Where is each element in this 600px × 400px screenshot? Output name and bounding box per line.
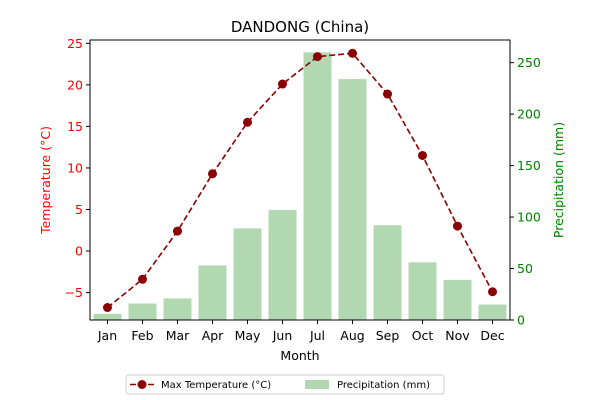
right-axis-label: Precipitation (mm) <box>551 122 566 238</box>
left-tick-label: 10 <box>67 160 83 175</box>
temperature-point-feb <box>138 274 147 284</box>
x-tick-label: Sep <box>376 328 400 343</box>
precipitation-bar-aug <box>338 79 367 320</box>
x-tick-label: Oct <box>412 328 434 343</box>
precipitation-bar-mar <box>163 298 192 320</box>
legend-label-precipitation: Precipitation (mm) <box>337 380 430 391</box>
legend-label-temperature: Max Temperature (°C) <box>161 380 271 391</box>
x-tick-label: Aug <box>340 328 364 343</box>
x-tick-label: Mar <box>166 328 190 343</box>
precipitation-bar-dec <box>478 304 507 320</box>
x-tick-label: Apr <box>202 328 224 343</box>
left-tick-label: 5 <box>75 202 83 217</box>
left-axis-label: Temperature (°C) <box>38 126 53 235</box>
temperature-point-jun <box>278 79 287 89</box>
precipitation-bars <box>93 52 507 321</box>
temperature-point-apr <box>208 169 217 179</box>
left-tick-label: −5 <box>65 285 83 300</box>
temperature-point-jul <box>313 52 322 62</box>
x-tick-label: Nov <box>445 328 470 343</box>
x-tick-label: Feb <box>131 328 153 343</box>
x-tick-label: Jun <box>272 328 293 343</box>
right-tick-label: 150 <box>517 158 541 173</box>
left-axis: −5 0 5 10 15 20 25 <box>65 36 90 300</box>
temperature-point-nov <box>453 221 462 231</box>
temperature-point-mar <box>173 226 182 236</box>
legend-bar-swatch <box>305 380 329 389</box>
precipitation-bar-jun <box>268 209 297 320</box>
plot-frame <box>89 39 511 321</box>
chart-title: DANDONG (China) <box>231 18 369 36</box>
left-tick-label: 15 <box>67 119 83 134</box>
temperature-point-sep <box>383 89 392 99</box>
x-axis-label: Month <box>280 348 319 363</box>
precipitation-bar-oct <box>408 262 437 320</box>
right-tick-label: 200 <box>517 107 541 122</box>
precipitation-bar-sep <box>373 225 402 320</box>
legend-marker-swatch <box>137 380 147 389</box>
temperature-point-may <box>243 117 252 127</box>
precipitation-bar-apr <box>198 265 227 320</box>
x-tick-label: Jan <box>97 328 117 343</box>
right-axis: 0 50 100 150 200 250 <box>510 55 541 328</box>
temperature-point-aug <box>348 48 357 58</box>
left-tick-label: 20 <box>67 77 83 92</box>
precipitation-bar-jul <box>303 52 332 321</box>
temperature-point-oct <box>418 150 427 160</box>
left-tick-label: 0 <box>75 244 83 259</box>
right-tick-label: 250 <box>517 55 541 70</box>
precipitation-bar-jan <box>93 313 122 320</box>
x-tick-label: May <box>235 328 261 343</box>
temperature-series-line <box>106 52 494 309</box>
precipitation-bar-feb <box>128 303 157 320</box>
temperature-line <box>103 48 497 313</box>
x-tick-label: Dec <box>480 328 504 343</box>
temperature-point-dec <box>488 287 497 297</box>
right-tick-label: 100 <box>517 210 541 225</box>
temperature-point-jan <box>103 303 112 313</box>
right-tick-label: 50 <box>517 261 533 276</box>
legend-box <box>125 374 445 395</box>
precipitation-bar-may <box>233 228 262 320</box>
right-tick-label: 0 <box>517 313 525 328</box>
legend: Max Temperature (°C) Precipitation (mm) <box>125 374 445 395</box>
x-axis: Jan Feb Mar Apr May Jun Jul Aug Sep Oct Nov Dec <box>97 320 505 343</box>
left-tick-label: 25 <box>67 36 83 51</box>
x-tick-label: Jul <box>309 328 325 343</box>
precipitation-bar-nov <box>443 279 472 320</box>
